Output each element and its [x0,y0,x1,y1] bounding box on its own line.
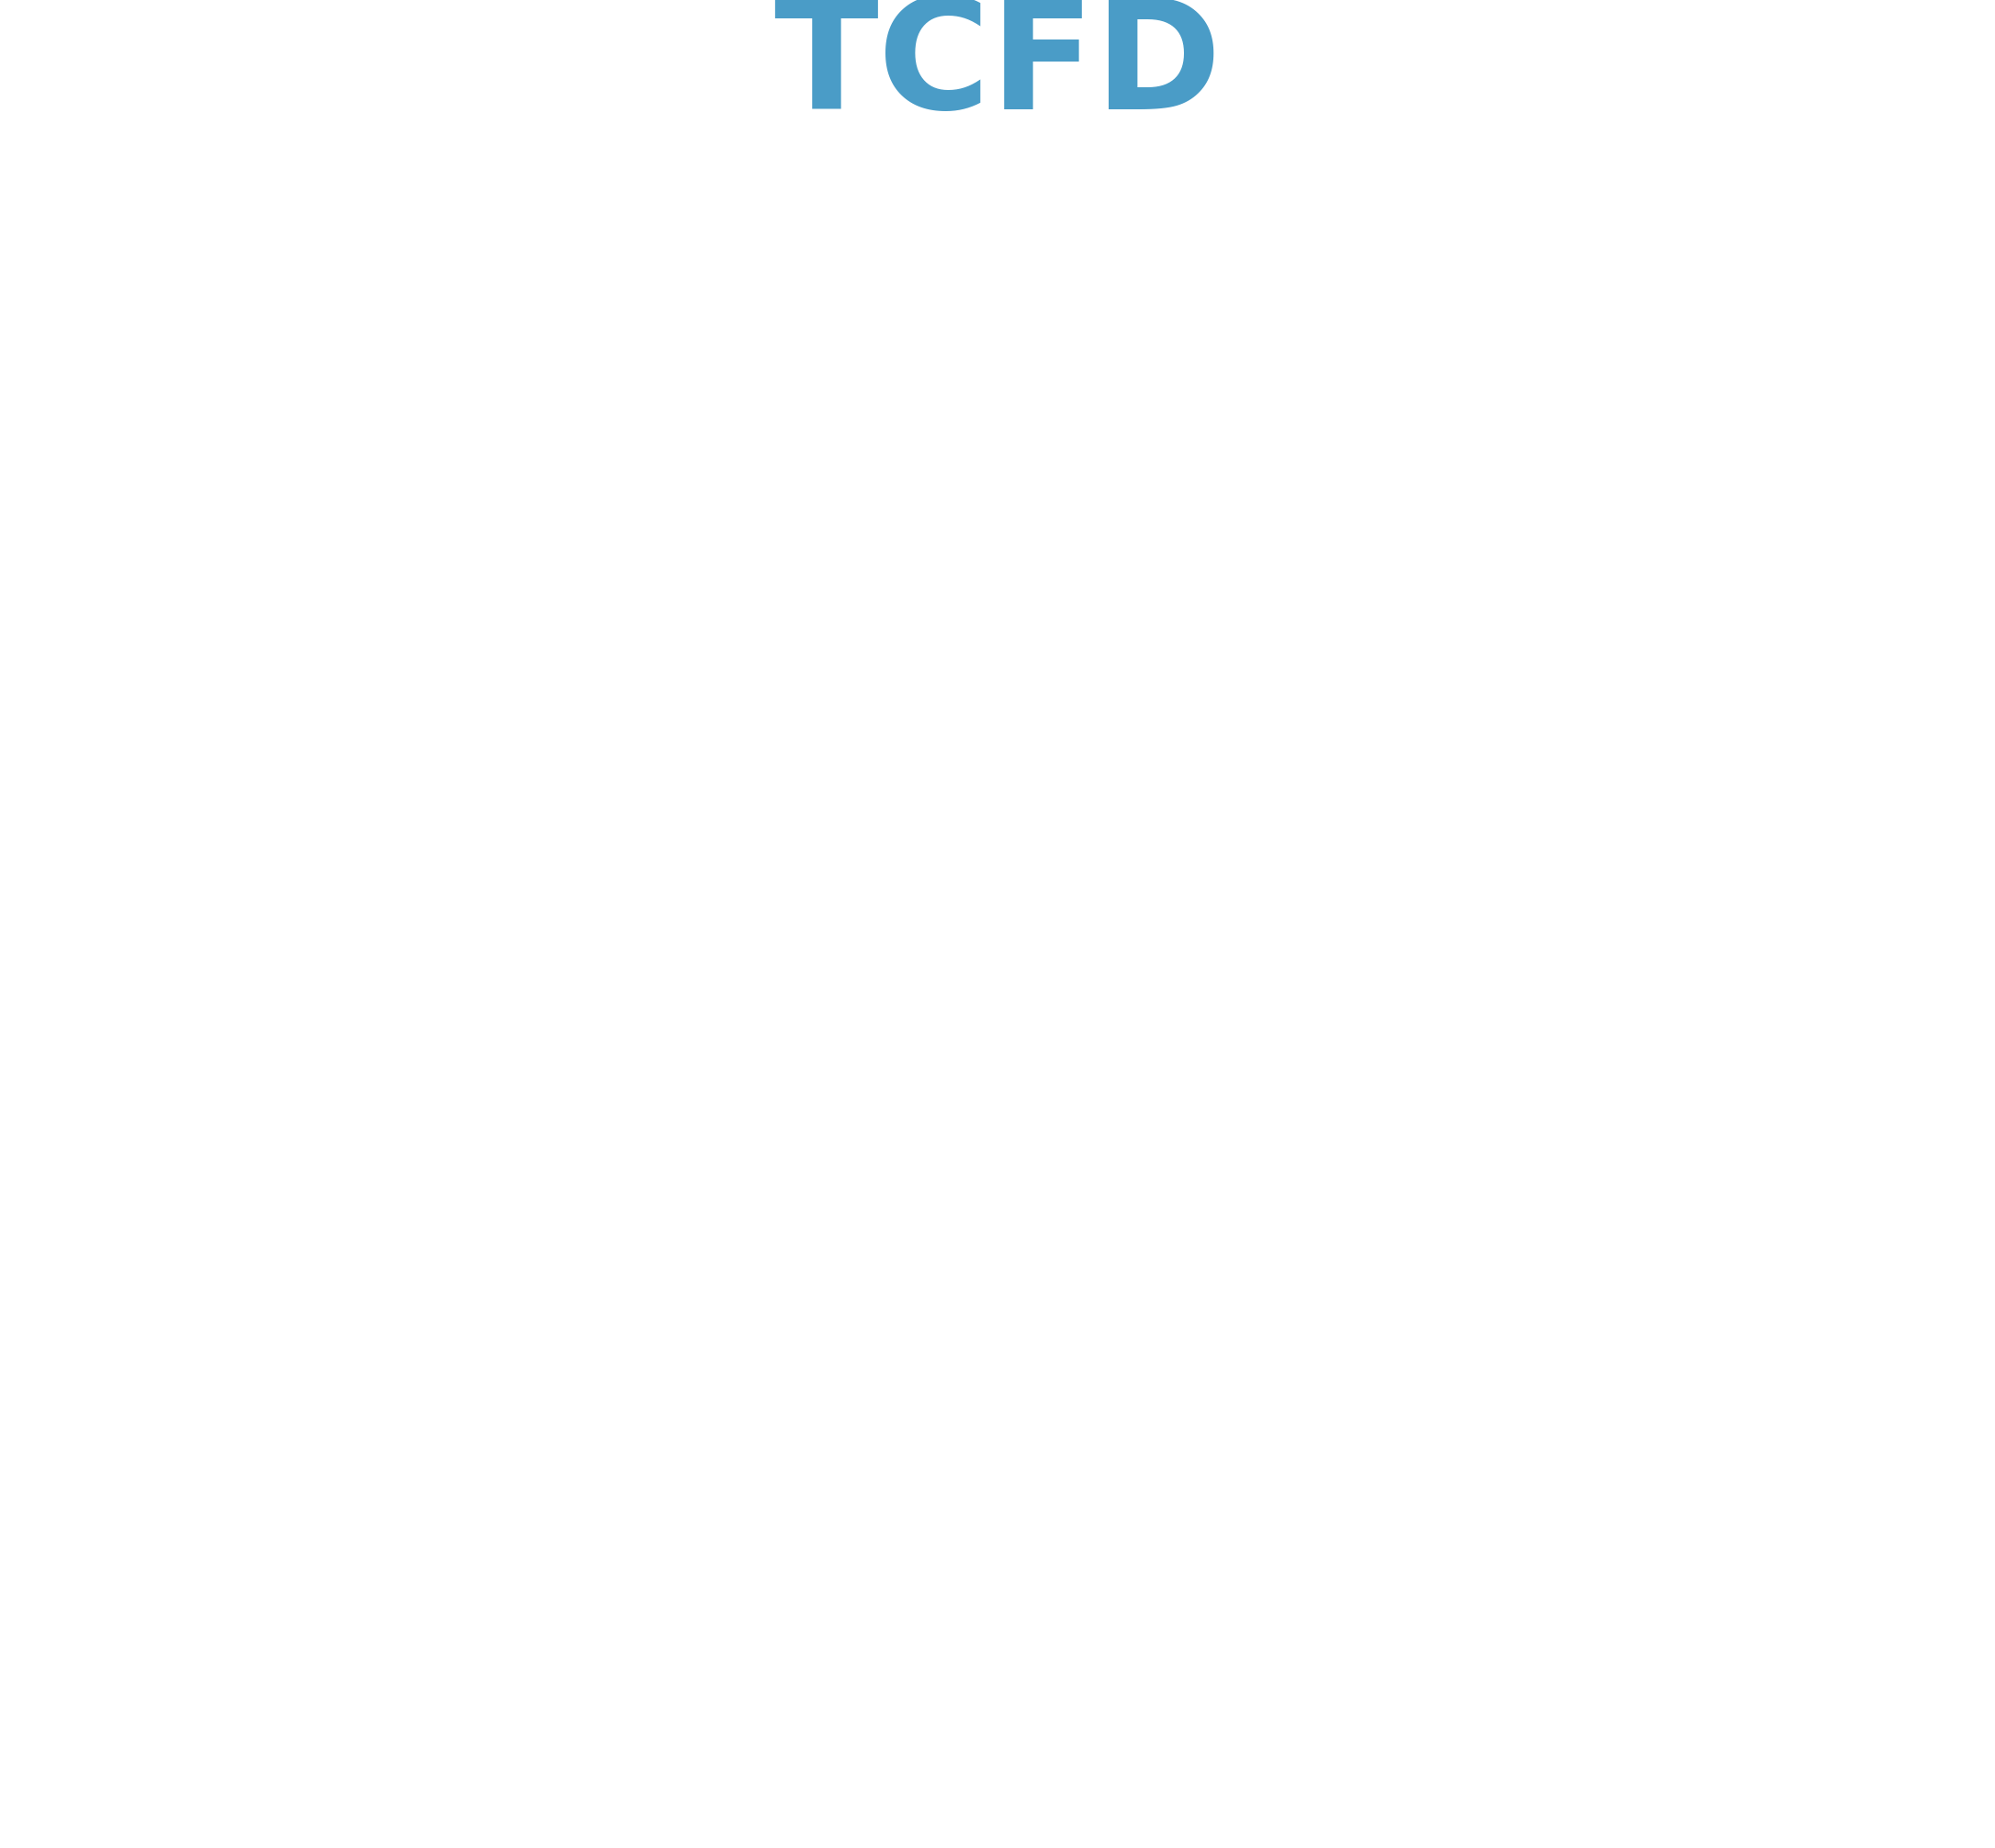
Text: Taiwan: Taiwan [200,1451,333,1489]
Text: European Union: European Union [1187,1329,1502,1368]
Text: United Kingdom: United Kingdom [200,1571,517,1610]
Text: Regions that have
mandated TCFD-aligned
disclosures: Regions that have mandated TCFD-aligned … [80,318,772,490]
Text: SEC Rules to Enhance
and Standardize
Climate-Related
Disclosures for Investors: SEC Rules to Enhance and Standardize Cli… [1261,586,1686,752]
Text: European Union: European Union [200,608,515,647]
Text: New Zealand: New Zealand [200,1090,459,1127]
Text: TCFD: TCFD [774,0,1221,142]
Text: California’s SB-261:
Climate- Related
Financial Risk Act: California’s SB-261: Climate- Related Fi… [1261,1013,1600,1135]
Text: Japan: Japan [200,968,309,1007]
Text: Switzerland: Switzerland [200,1331,429,1369]
Text: Hong Kong: Hong Kong [200,848,415,887]
Text: Singapore: Singapore [200,1210,399,1249]
Text: United States: United States [1187,460,1454,499]
Text: Brazil: Brazil [200,728,309,767]
Text: Corporate Sustainability
Reporting Directive
(CSRD): Corporate Sustainability Reporting Direc… [1261,1488,1678,1611]
Text: Regional regulations that
align (in part) with TCFD
recommendations: Regional regulations that align (in part… [1067,318,1801,490]
